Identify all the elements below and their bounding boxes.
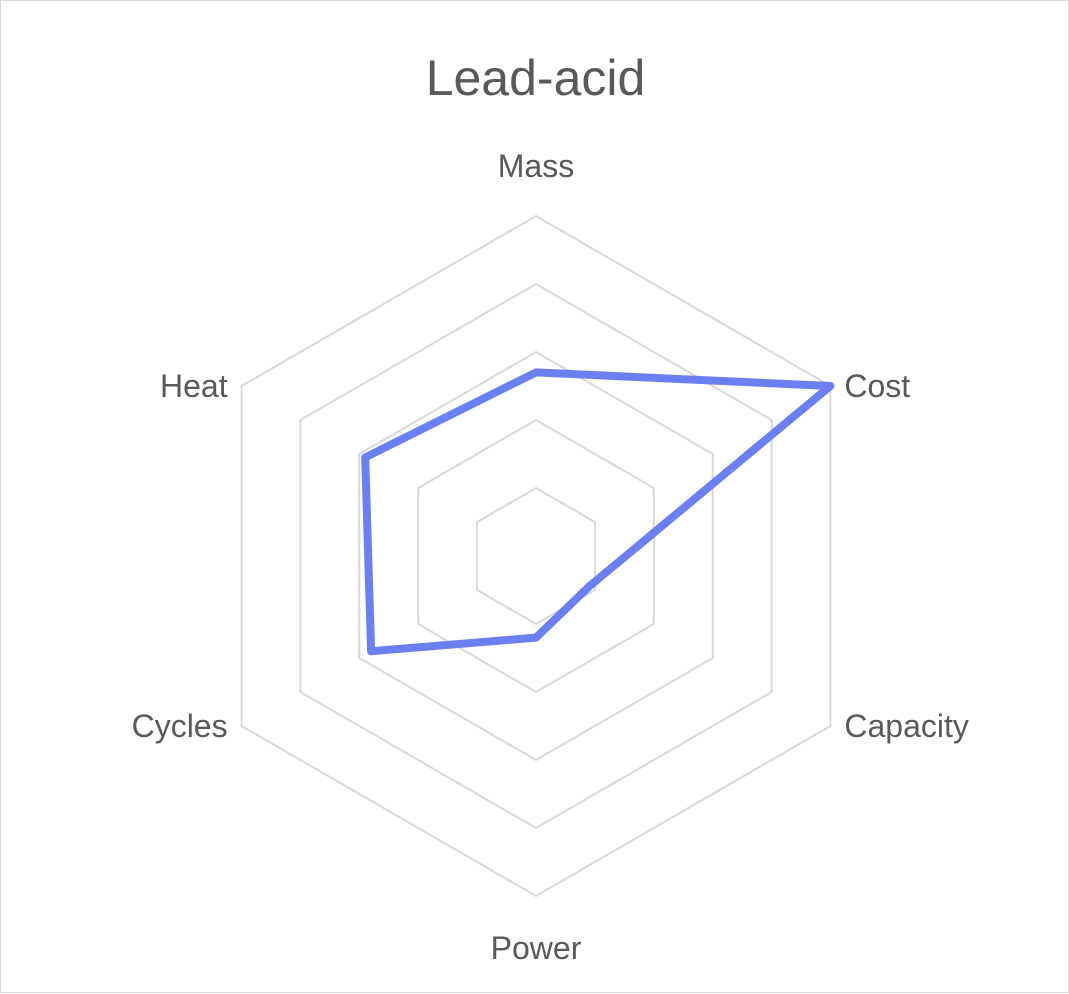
grid-ring-5 [240,214,832,898]
axis-labels: Mass Cost Capacity Power Cycles Heat [132,148,969,966]
axis-label-power: Power [491,930,582,966]
series-layer [361,368,835,656]
grid-ring-1 [476,486,596,626]
series-line-1 [361,368,835,656]
chart-title: Lead-acid [425,50,646,106]
grid-ring-3 [358,350,714,762]
axis-label-heat: Heat [160,368,228,404]
grid-ring-2 [417,418,655,694]
axis-label-cycles: Cycles [132,708,228,744]
grid-ring-4 [299,282,773,830]
radar-grid [240,214,832,898]
axis-label-cost: Cost [844,368,910,404]
axis-label-mass: Mass [498,148,574,184]
axis-label-capacity: Capacity [844,708,969,744]
